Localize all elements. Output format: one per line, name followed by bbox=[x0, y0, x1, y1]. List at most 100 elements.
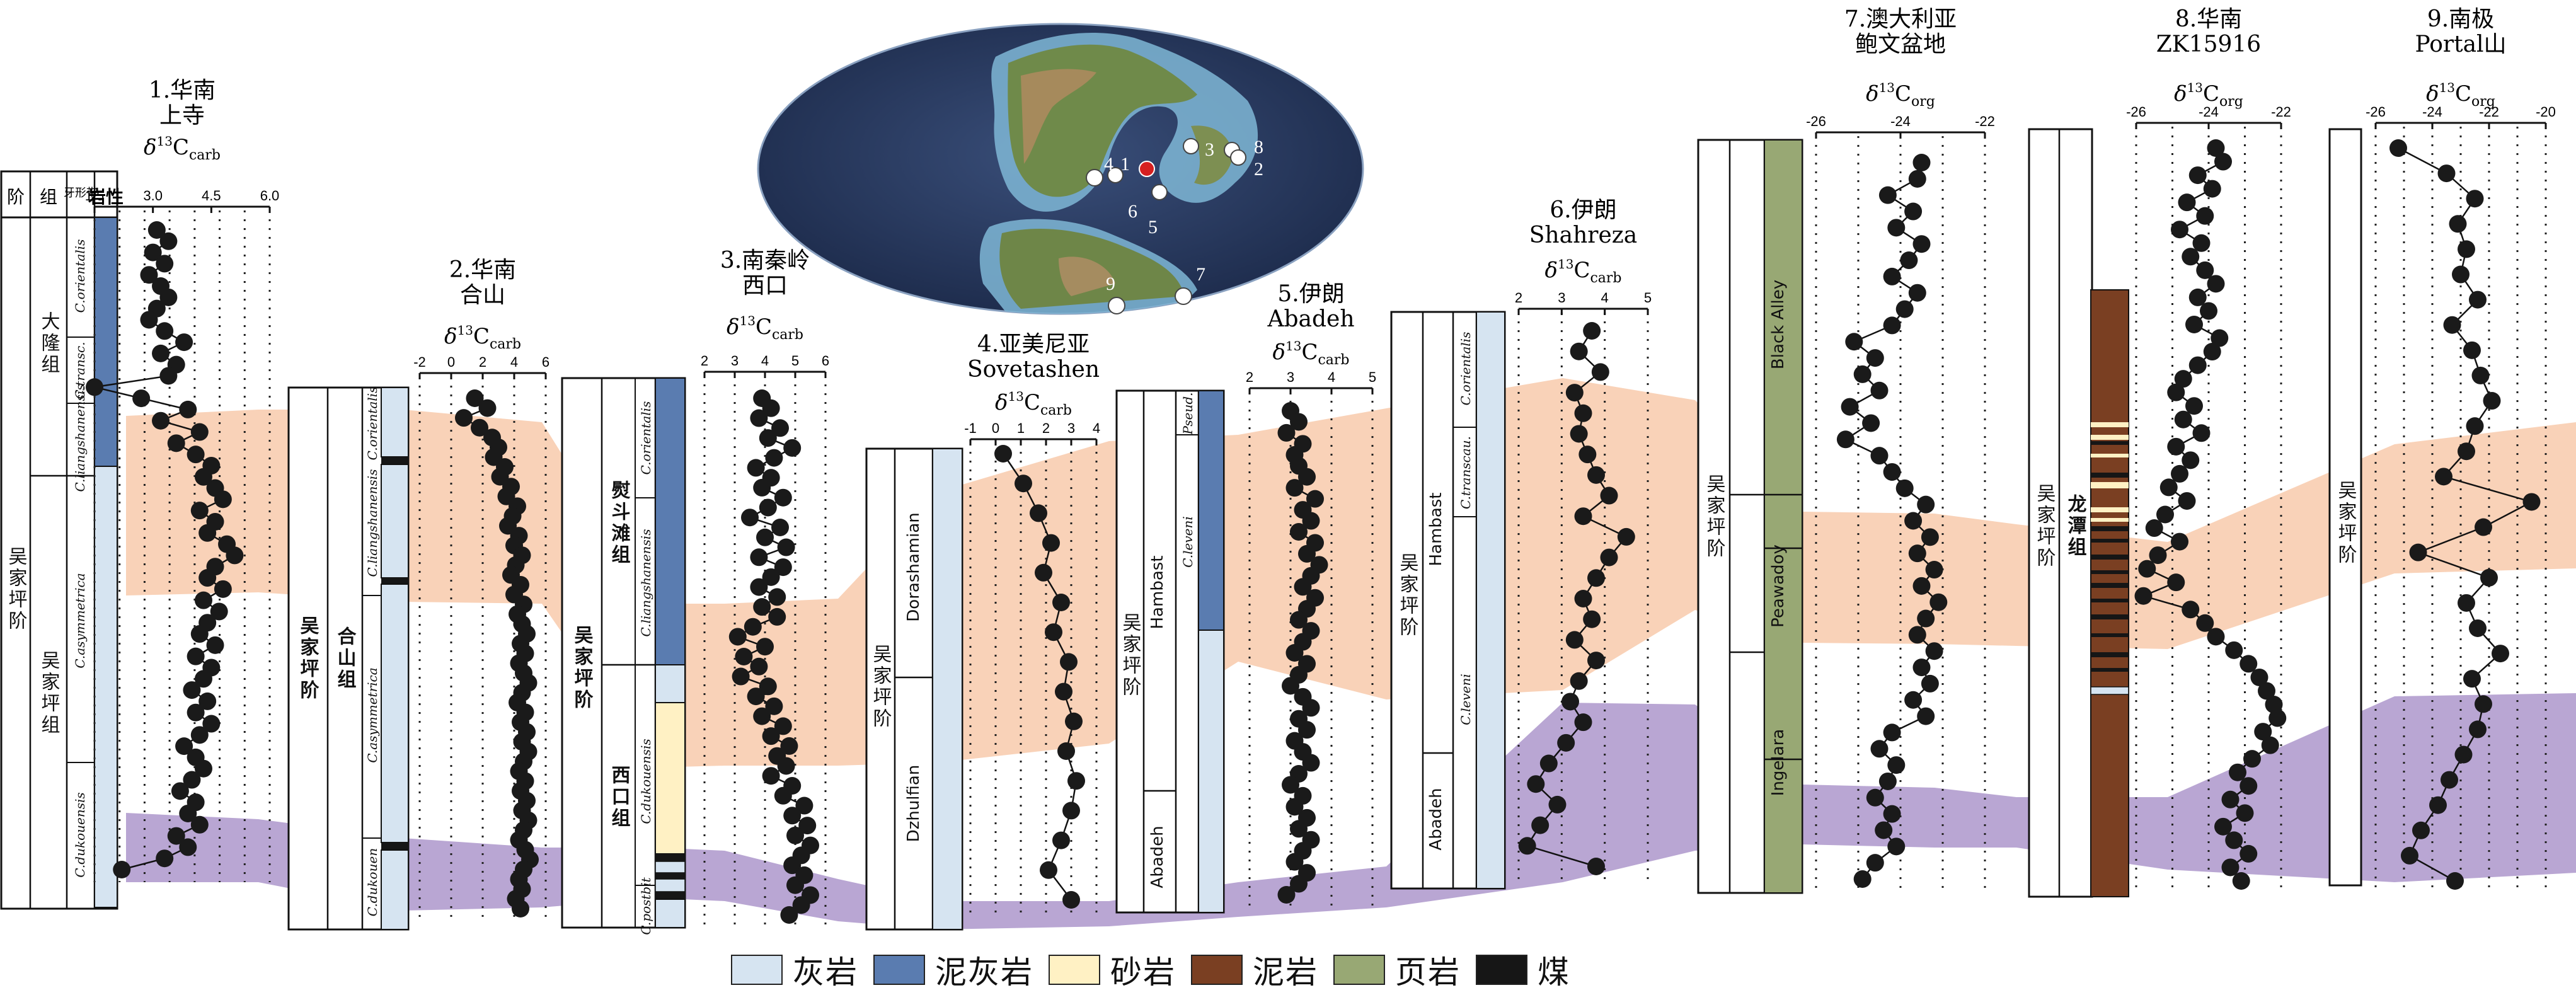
data-point bbox=[1921, 674, 1939, 693]
data-point bbox=[159, 232, 178, 250]
data-point bbox=[2167, 437, 2185, 456]
data-point bbox=[1917, 495, 1935, 514]
data-point bbox=[2167, 573, 2185, 592]
data-point bbox=[753, 478, 771, 497]
data-point bbox=[1574, 404, 1592, 422]
data-point bbox=[2200, 302, 2217, 320]
data-point bbox=[1561, 693, 1579, 711]
data-point bbox=[167, 827, 185, 845]
header-lithology: 岩性 bbox=[88, 187, 124, 207]
data-point bbox=[1290, 611, 1308, 629]
data-point bbox=[2443, 316, 2461, 334]
data-point bbox=[1052, 831, 1070, 849]
svg-text:吴家坪组: 吴家坪组 bbox=[38, 650, 60, 736]
data-point bbox=[2483, 392, 2501, 410]
data-point bbox=[187, 647, 205, 665]
proxy-label: δ13Ccarb bbox=[1545, 256, 1622, 286]
tick-label: -24 bbox=[2422, 104, 2442, 120]
map-marker bbox=[1108, 297, 1125, 314]
s6-zone: C.transcau. bbox=[1458, 436, 1473, 509]
data-point bbox=[190, 423, 209, 441]
tick-label: 1 bbox=[1017, 420, 1025, 436]
data-point bbox=[2182, 601, 2200, 619]
data-point bbox=[2449, 215, 2467, 233]
s3-zone: C.postbit bbox=[638, 877, 653, 935]
data-point bbox=[159, 288, 178, 306]
conodont-zones: C.orientalis C.transc. C.liangshanensis … bbox=[72, 239, 1473, 935]
s3-formation-lower: 西口组 bbox=[608, 765, 631, 829]
tick-label: 5 bbox=[791, 353, 799, 369]
data-point bbox=[2268, 709, 2287, 727]
data-point bbox=[2196, 261, 2214, 279]
data-point bbox=[226, 546, 244, 565]
data-point bbox=[2229, 763, 2246, 781]
data-point bbox=[2469, 290, 2487, 309]
map-label: 7 bbox=[1196, 264, 1205, 285]
data-point bbox=[190, 726, 209, 744]
data-point bbox=[1285, 644, 1304, 662]
data-point bbox=[194, 759, 212, 778]
data-point bbox=[152, 344, 170, 362]
data-point bbox=[1862, 414, 1880, 432]
data-point bbox=[179, 838, 197, 856]
data-point bbox=[1282, 677, 1299, 695]
panel-title: Sovetashen bbox=[967, 357, 1100, 382]
tick-label: 2 bbox=[479, 354, 486, 370]
map-label: 5 bbox=[1148, 217, 1158, 238]
data-point bbox=[2437, 164, 2456, 183]
data-point bbox=[2492, 645, 2509, 663]
data-point bbox=[198, 524, 217, 542]
panel-title: Portal山 bbox=[2415, 32, 2506, 57]
map-site-markers bbox=[1086, 138, 1246, 314]
data-point bbox=[2188, 288, 2207, 306]
panel-title: 8.华南 bbox=[2175, 6, 2242, 32]
data-point bbox=[1866, 349, 1884, 367]
s8-formation: 龙潭组 bbox=[2064, 494, 2087, 558]
data-point bbox=[113, 861, 131, 878]
tick-label: -22 bbox=[2271, 104, 2291, 120]
s2-stage: 吴家坪阶 bbox=[297, 616, 319, 701]
strat-column-9 bbox=[2328, 128, 2362, 887]
map-label: 1 bbox=[1120, 154, 1130, 175]
data-point bbox=[774, 786, 792, 805]
strat-column-2 bbox=[287, 386, 410, 931]
data-point bbox=[2178, 492, 2196, 510]
svg-text:龙潭组: 龙潭组 bbox=[2064, 494, 2087, 558]
data-point bbox=[750, 578, 768, 596]
data-point bbox=[2196, 207, 2214, 225]
data-point bbox=[2463, 670, 2481, 688]
data-point bbox=[1904, 202, 1923, 221]
data-point bbox=[774, 558, 792, 577]
s1-formation-lower: 吴家坪组 bbox=[38, 650, 60, 736]
s2-zone: C.asymmetrica bbox=[365, 667, 380, 762]
data-point bbox=[1035, 563, 1052, 582]
proxy-label: δ13Ccarb bbox=[727, 313, 803, 343]
legend-swatch-marl bbox=[873, 955, 925, 985]
data-point bbox=[1294, 578, 1312, 596]
proxy-label: δ13Corg bbox=[2174, 80, 2243, 110]
tick-label: 2 bbox=[1246, 369, 1253, 385]
data-point bbox=[2452, 265, 2470, 284]
s2-formation: 合山组 bbox=[334, 626, 357, 691]
data-point bbox=[2441, 771, 2458, 789]
s5-unit-lower: Abadeh bbox=[1148, 825, 1167, 888]
tick-label: 4 bbox=[510, 354, 518, 370]
data-point bbox=[2171, 221, 2188, 239]
data-point bbox=[1917, 707, 1935, 725]
s4-unit-upper: Dorashamian bbox=[904, 512, 923, 621]
data-point bbox=[768, 607, 786, 626]
data-point bbox=[147, 221, 166, 239]
tick-label: 2 bbox=[1515, 290, 1522, 306]
s6-unit-lower: Abadeh bbox=[1427, 788, 1446, 850]
data-point bbox=[86, 378, 103, 396]
data-point bbox=[2236, 804, 2254, 822]
s3-formation-upper: 熨斗滩组 bbox=[608, 480, 631, 566]
legend-label: 泥灰岩 bbox=[935, 954, 1033, 991]
data-point bbox=[2171, 464, 2188, 483]
data-point bbox=[156, 322, 174, 340]
svg-text:合山组: 合山组 bbox=[334, 626, 357, 691]
data-point bbox=[765, 449, 783, 467]
legend-swatch-sandstone bbox=[1049, 955, 1100, 985]
